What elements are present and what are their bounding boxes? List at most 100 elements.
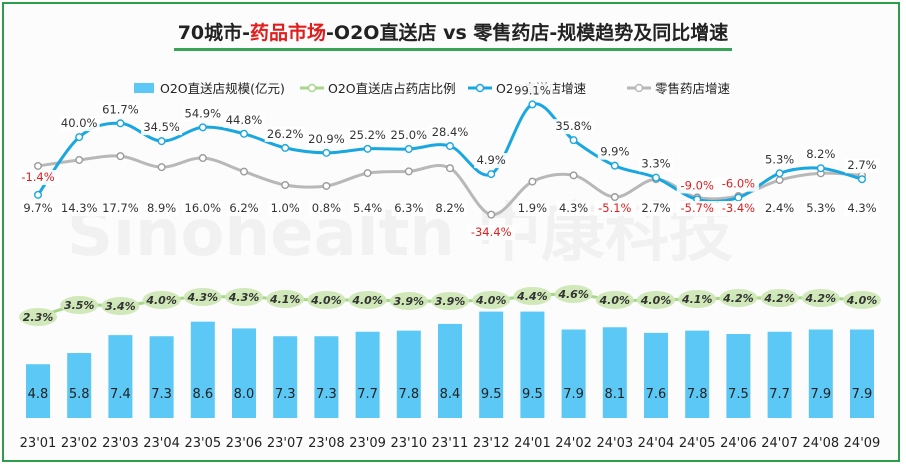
- o2o-label-24'02-bg: [553, 119, 595, 135]
- bar-24'07: [767, 331, 792, 418]
- title-part-1: 70城市-: [177, 22, 251, 44]
- retail-label-23'01-bg: [21, 201, 55, 216]
- ratio-label-23'06: 4.3%: [228, 291, 260, 304]
- bar-label-24'08: 7.9: [810, 387, 831, 402]
- x-tick-23'09: 23'09: [349, 436, 386, 451]
- o2o-label-24'09-bg: [845, 158, 879, 174]
- o2o-point-24'08: [816, 164, 825, 173]
- retail-label-23'03-bg: [99, 201, 141, 216]
- ratio-label-23'10: 3.9%: [394, 295, 425, 308]
- retail-label-23'11: 8.2%: [435, 201, 464, 215]
- retail-label-24'09-bg: [845, 201, 879, 216]
- o2o-label-23'06-bg: [223, 112, 265, 128]
- bar-label-23'03: 7.4: [110, 387, 131, 402]
- o2o-label-24'07: 5.3%: [765, 152, 794, 166]
- retail-label-23'01: 9.7%: [23, 201, 52, 215]
- o2o-point-24'01: [528, 100, 537, 109]
- bar-23'01: [26, 364, 50, 418]
- ratio-label-bg-24'04: [637, 291, 675, 309]
- o2o-point-23'05: [198, 123, 207, 132]
- o2o-label-23'01: -1.4%: [21, 170, 54, 184]
- legend-label-3: 零售药店增速: [655, 81, 731, 96]
- ratio-label-23'11: 3.9%: [435, 295, 466, 308]
- ratio-label-bg-24'01: [513, 287, 552, 305]
- ratio-label-24'09: 4.0%: [846, 294, 878, 307]
- o2o-label-24'06-bg: [717, 176, 759, 192]
- ratio-label-bg-23'03: [101, 297, 140, 315]
- o2o-label-23'12-bg: [474, 153, 509, 169]
- o2o-point-24'04: [652, 173, 661, 182]
- legend: O2O直送店规模(亿元)O2O直送店占药店比例O2O直送店增速零售药店增速: [134, 81, 731, 96]
- retail-label-23'06: 6.2%: [229, 201, 258, 215]
- ratio-label-24'01: 4.4%: [516, 290, 548, 303]
- bar-label-24'09: 7.9: [852, 387, 873, 402]
- retail-point-23'01: [34, 161, 43, 170]
- x-tick-24'04: 24'04: [638, 436, 675, 451]
- bar-23'09: [355, 331, 380, 418]
- o2o-label-23'03: 61.7%: [102, 102, 139, 116]
- legend-swatch-0: [134, 83, 154, 93]
- retail-label-23'02: 14.3%: [61, 201, 98, 215]
- bar-23'11: [438, 323, 462, 418]
- bar-label-24'06: 7.5: [728, 387, 749, 402]
- labels: 2.3% 3.5% 3.4% 4.0% 4.3% 4.3% 4.1% 4.0% 4.0% 3.9%…: [17, 83, 881, 326]
- bar-24'05: [685, 330, 710, 418]
- o2o-label-23'07: 26.2%: [267, 127, 304, 141]
- o2o-label-23'04: 34.5%: [143, 120, 180, 134]
- ratio-label-bg-23'01: [19, 308, 57, 326]
- o2o-label-24'04: 3.3%: [641, 157, 670, 171]
- bar-23'06: [232, 328, 256, 418]
- retail-label-24'04: 2.7%: [641, 201, 670, 215]
- ratio-label-23'09: 4.0%: [351, 294, 383, 307]
- retail-point-24'07: [775, 176, 784, 185]
- o2o-label-24'07-bg: [762, 152, 797, 168]
- ratio-label-bg-23'10: [389, 292, 428, 310]
- ratio-label-24'05: 4.1%: [681, 293, 713, 306]
- bar-label-23'08: 7.3: [316, 387, 337, 402]
- retail-label-24'01: 1.9%: [518, 201, 547, 215]
- retail-label-23'09: 5.4%: [353, 201, 382, 215]
- bar-24'01: [520, 311, 545, 418]
- x-tick-23'04: 23'04: [143, 436, 180, 451]
- retail-label-23'09-bg: [350, 201, 385, 216]
- chart-title: 70城市-药品市场-O2O直送店 vs 零售药店-规模趋势及同比增速: [173, 18, 733, 51]
- o2o-label-24'01-bg: [511, 83, 553, 99]
- ratio-label-bg-24'02: [554, 285, 593, 303]
- ratio-label-24'02: 4.6%: [557, 288, 589, 301]
- bar-label-24'05: 7.8: [687, 387, 708, 402]
- o2o-label-23'12: 4.9%: [477, 153, 506, 167]
- retail-point-23'03: [116, 152, 125, 161]
- x-tick-24'08: 24'08: [802, 436, 839, 451]
- o2o-label-23'04-bg: [141, 120, 183, 136]
- o2o-label-23'09: 25.2%: [349, 128, 386, 142]
- retail-point-23'09: [363, 169, 372, 178]
- x-tick-23'06: 23'06: [226, 436, 263, 451]
- o2o-label-24'03-bg: [597, 144, 632, 160]
- o2o-point-24'06: [734, 193, 743, 202]
- o2o-label-23'05-bg: [182, 106, 224, 122]
- o2o-label-23'03-bg: [99, 102, 141, 118]
- o2o-point-24'03: [610, 161, 619, 170]
- o2o-label-24'05: -9.0%: [681, 178, 714, 192]
- retail-point-23'08: [322, 181, 331, 190]
- retail-label-24'09: 4.3%: [847, 201, 876, 215]
- retail-label-23'12: -34.4%: [471, 225, 512, 239]
- title-part-3: -O2O直送店 vs 零售药店-规模趋势及同比增速: [326, 22, 729, 44]
- retail-label-24'07-bg: [762, 201, 797, 216]
- bar-23'05: [190, 321, 215, 418]
- ratio-label-bg-24'08: [801, 289, 840, 307]
- bar-label-23'07: 7.3: [275, 387, 296, 402]
- bar-label-23'10: 7.8: [398, 387, 419, 402]
- o2o-label-23'09-bg: [347, 127, 389, 143]
- o2o-label-24'08-bg: [803, 147, 838, 163]
- ratio-label-23'04: 4.0%: [145, 294, 177, 307]
- bar-label-23'06: 8.0: [234, 387, 255, 402]
- ratio-label-bg-23'05: [183, 288, 222, 306]
- ratio-label-bg-24'06: [719, 289, 758, 307]
- ratio-label-24'08: 4.2%: [805, 292, 837, 305]
- ratio-label-24'04: 4.0%: [640, 294, 672, 307]
- bar-23'02: [67, 353, 92, 418]
- bar-label-23'04: 7.3: [151, 387, 172, 402]
- o2o-label-24'06: -6.0%: [722, 177, 755, 191]
